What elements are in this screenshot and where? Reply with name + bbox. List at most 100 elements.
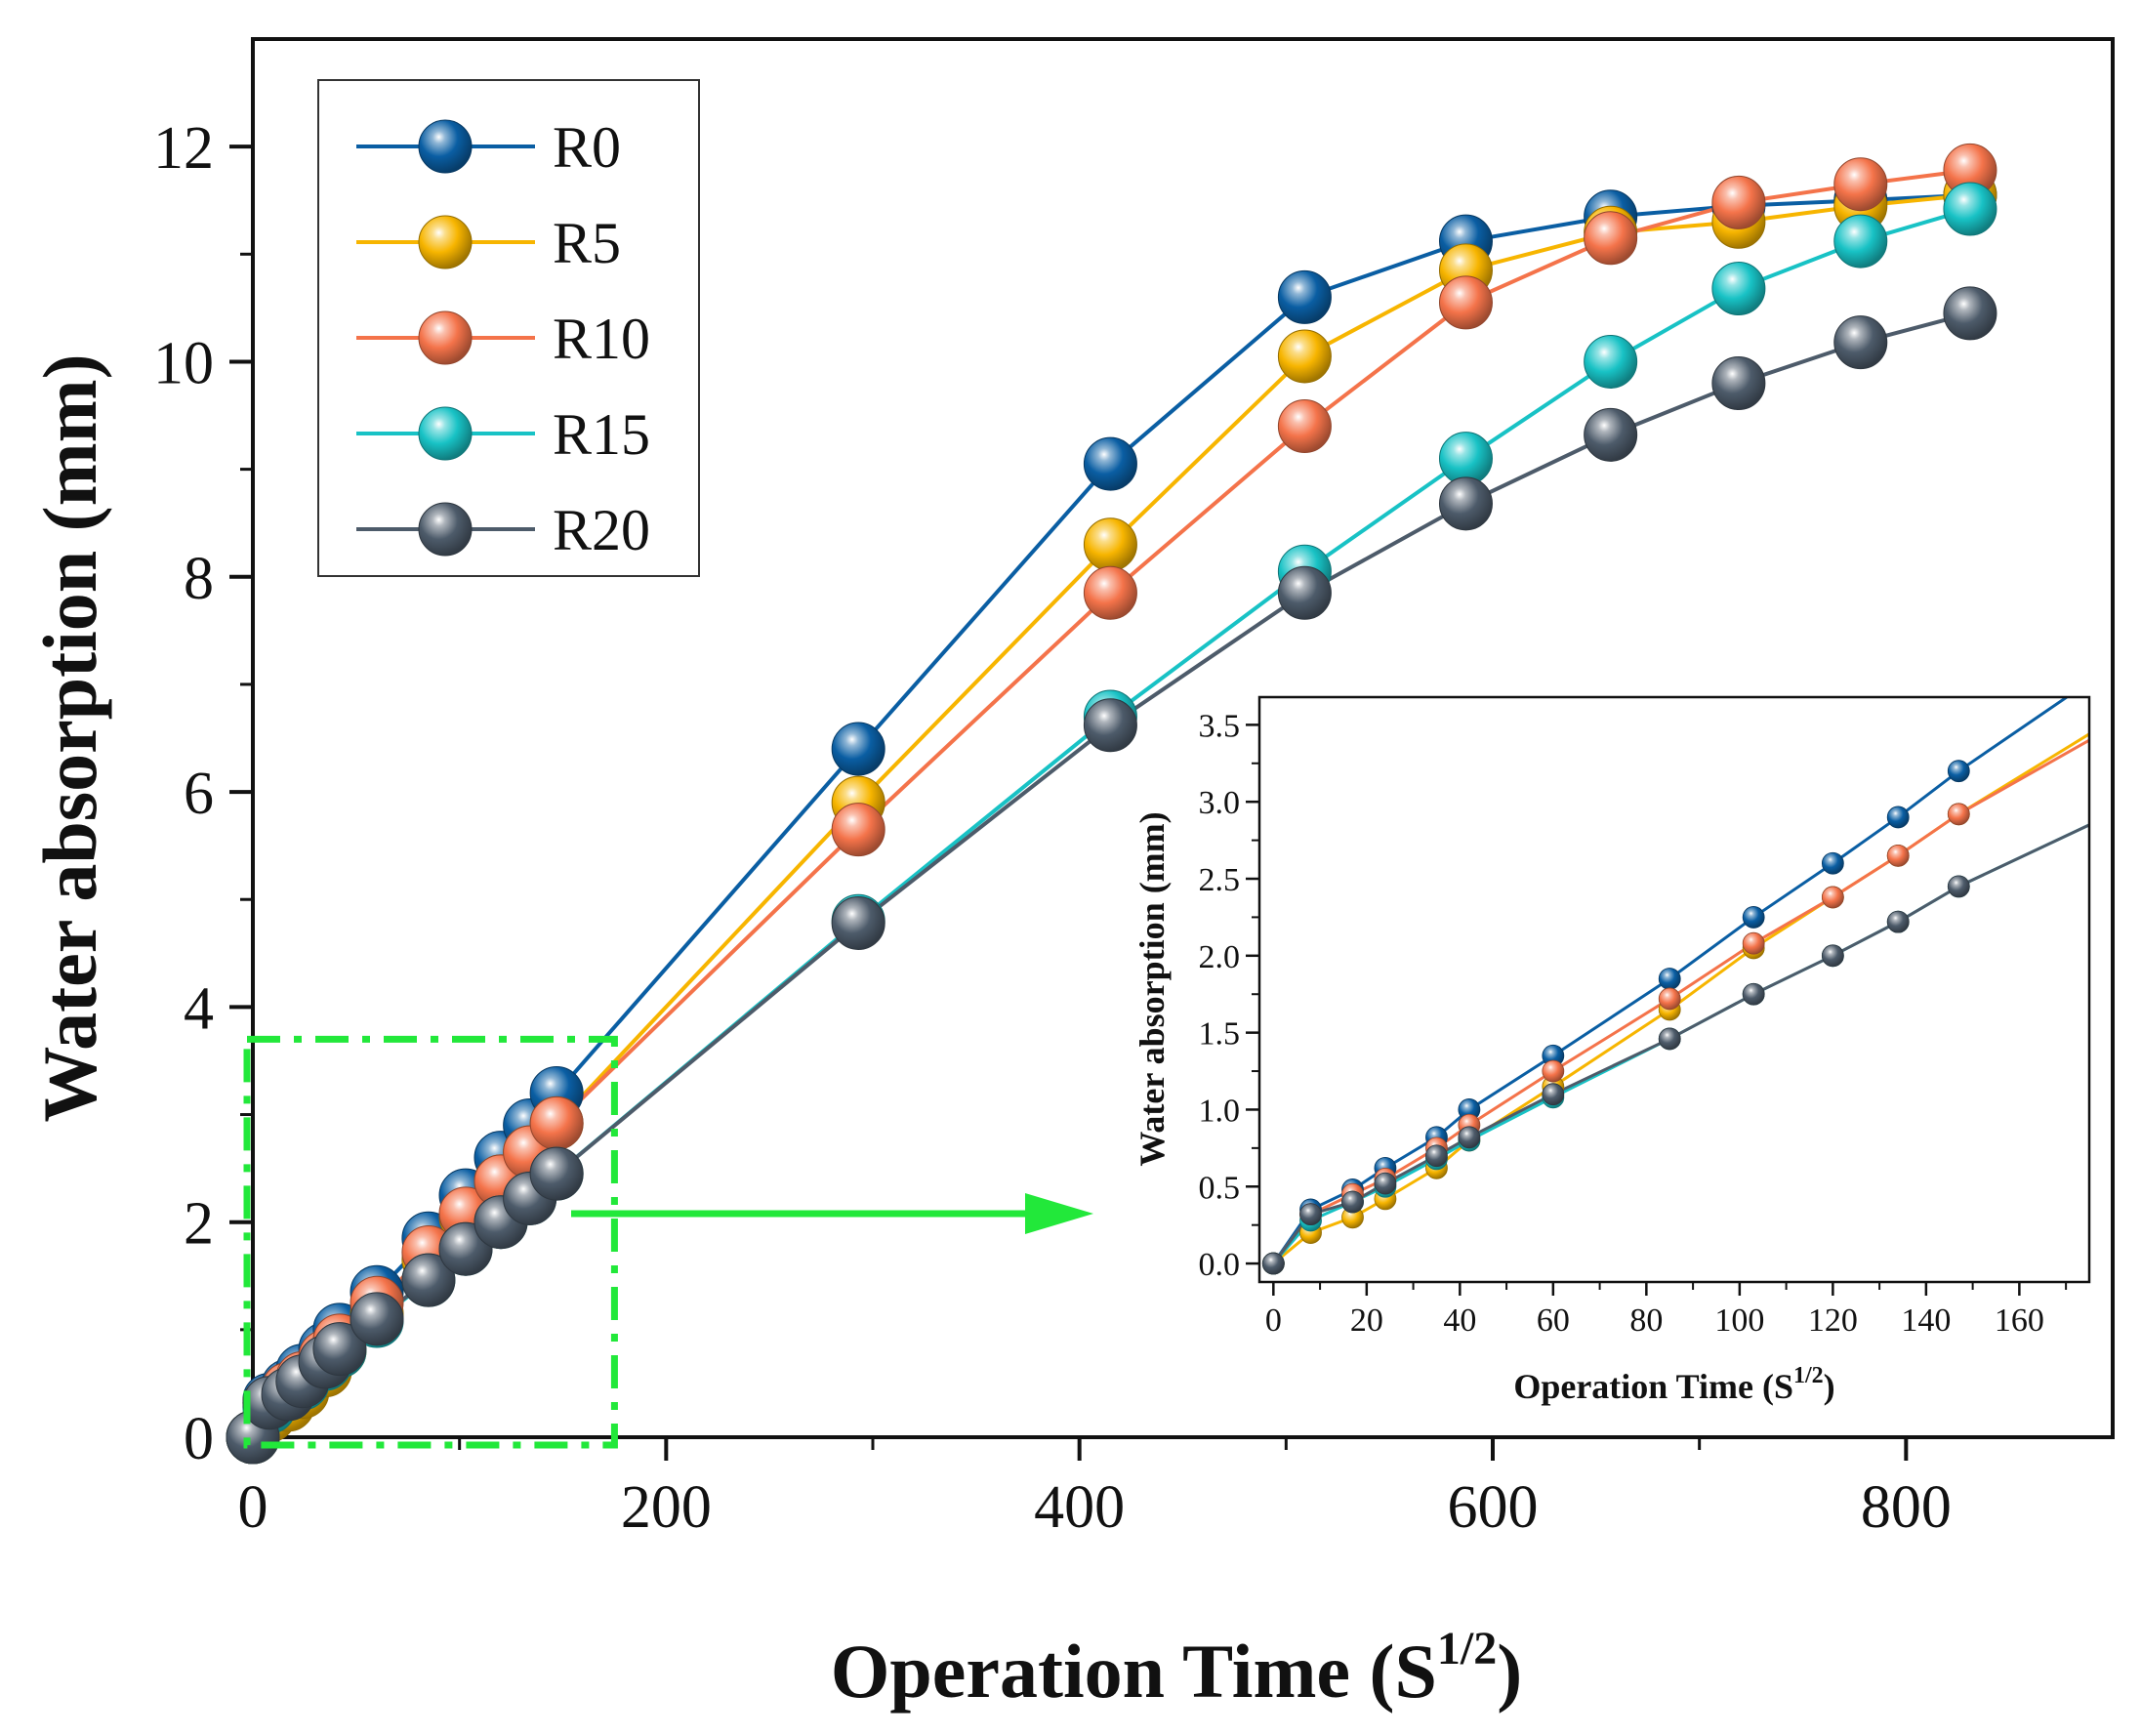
inset-data-point-r20 xyxy=(1742,982,1765,1006)
inset-series-points xyxy=(1261,760,1970,1275)
inset-x-tick-label: 160 xyxy=(1995,1302,2044,1339)
inset-y-axis-title: Water absorption (mm) xyxy=(1132,811,1172,1166)
inset-axis-ticks xyxy=(1246,723,2068,1296)
data-point-r5 xyxy=(1083,517,1137,572)
inset-y-tick-label: 3.0 xyxy=(1199,785,1241,821)
y-tick-label: 8 xyxy=(184,546,214,612)
inset-x-axis-title-sup: 1/2 xyxy=(1793,1363,1824,1388)
data-point-r15 xyxy=(1943,182,1997,236)
x-tick-label: 800 xyxy=(1861,1474,1952,1541)
y-tick-label: 0 xyxy=(184,1406,214,1472)
data-point-r20 xyxy=(312,1322,367,1377)
main-series-points xyxy=(226,143,1997,1465)
main-x-axis-title: Operation Time (S1/2) xyxy=(831,1623,1522,1714)
zoom-highlight xyxy=(243,1035,1093,1449)
inset-y-tick-label: 1.0 xyxy=(1199,1093,1241,1129)
legend: R0 R5 R10 R15 R20 xyxy=(356,115,650,562)
inset-y-tick-label: 3.5 xyxy=(1199,708,1241,744)
x-tick-label: 600 xyxy=(1448,1474,1539,1541)
data-point-r15 xyxy=(1711,262,1766,316)
legend-label-r10: R10 xyxy=(553,307,650,371)
inset-data-point-r0 xyxy=(1947,760,1970,783)
y-tick-label: 2 xyxy=(184,1191,214,1258)
x-tick-label: 200 xyxy=(621,1474,712,1541)
legend-box xyxy=(317,79,700,577)
inset-data-point-r0 xyxy=(1821,851,1844,875)
inset-data-point-r0 xyxy=(1886,806,1910,829)
highlight-box xyxy=(243,1035,618,1449)
data-point-r5 xyxy=(1277,329,1332,384)
inset-y-tick-label: 2.0 xyxy=(1199,939,1241,975)
zoom-arrow-head xyxy=(1025,1193,1093,1234)
main-x-axis-title-text: Operation Time (S xyxy=(831,1629,1437,1714)
inset-data-point-r20 xyxy=(1886,910,1910,933)
inset-x-tick-label: 20 xyxy=(1350,1302,1383,1339)
data-point-r20 xyxy=(1584,407,1638,462)
data-point-r0 xyxy=(831,722,885,776)
inset-data-point-r0 xyxy=(1658,968,1681,990)
legend-marker-r10 xyxy=(418,310,473,365)
legend-label-r20: R20 xyxy=(553,498,650,562)
inset-y-tick-label: 0.5 xyxy=(1199,1170,1241,1206)
legend-label-r0: R0 xyxy=(553,115,621,180)
data-point-r20 xyxy=(350,1292,404,1346)
y-tick-label: 12 xyxy=(153,115,214,182)
inset-data-point-r20 xyxy=(1299,1203,1322,1226)
inset-x-axis-title: Operation Time (S1/2) xyxy=(1513,1363,1834,1406)
data-point-r10 xyxy=(831,803,885,857)
x-tick-label: 0 xyxy=(238,1474,268,1541)
legend-marker-r20 xyxy=(418,502,473,557)
inset-x-tick-label: 40 xyxy=(1443,1302,1476,1339)
main-x-axis-title-sup: 1/2 xyxy=(1437,1623,1497,1674)
data-point-r20 xyxy=(1438,476,1493,531)
inset-data-point-r20 xyxy=(1374,1172,1397,1195)
inset-data-point-r20 xyxy=(1947,875,1970,898)
inset-x-tick-label: 60 xyxy=(1537,1302,1570,1339)
data-point-r10 xyxy=(529,1095,584,1150)
inset-x-tick-label: 140 xyxy=(1901,1302,1951,1339)
data-point-r20 xyxy=(401,1253,456,1307)
inset-x-tick-label: 0 xyxy=(1265,1302,1282,1339)
data-point-r20 xyxy=(1277,565,1332,620)
main-y-axis-title: Water absorption (mm) xyxy=(27,353,112,1122)
data-point-r20 xyxy=(1833,315,1888,370)
inset-data-point-r20 xyxy=(1821,944,1844,968)
inset-data-point-r10 xyxy=(1742,931,1765,955)
data-point-r10 xyxy=(1438,275,1493,330)
x-tick-label: 400 xyxy=(1034,1474,1125,1541)
inset-data-point-r10 xyxy=(1658,987,1681,1011)
data-point-r0 xyxy=(1083,436,1137,491)
data-point-r20 xyxy=(1083,698,1137,753)
data-point-r10 xyxy=(1584,211,1638,266)
legend-marker-r15 xyxy=(418,406,473,461)
data-point-r20 xyxy=(1711,355,1766,410)
main-x-axis-title-close: ) xyxy=(1497,1629,1522,1714)
y-tick-label: 4 xyxy=(184,975,214,1042)
inset-data-point-r20 xyxy=(1425,1144,1448,1168)
inset-data-point-r20 xyxy=(1261,1252,1285,1275)
inset-x-tick-label: 80 xyxy=(1629,1302,1663,1339)
inset-x-axis-title-close: ) xyxy=(1824,1367,1835,1406)
y-tick-label: 6 xyxy=(184,761,214,827)
inset-y-tick-label: 2.5 xyxy=(1199,862,1241,898)
legend-label-r5: R5 xyxy=(553,211,621,275)
data-point-r15 xyxy=(1833,214,1888,269)
inset-plot-frame xyxy=(1257,695,2091,1284)
inset-x-tick-label: 120 xyxy=(1808,1302,1858,1339)
inset-x-axis-title-text: Operation Time (S xyxy=(1513,1367,1793,1406)
inset-data-point-r20 xyxy=(1658,1027,1681,1051)
inset-data-point-r10 xyxy=(1947,803,1970,826)
legend-label-r15: R15 xyxy=(553,402,650,467)
main-plot-frame xyxy=(251,37,2115,1439)
data-point-r20 xyxy=(1943,286,1997,341)
data-point-r20 xyxy=(831,895,885,950)
data-point-r10 xyxy=(1711,175,1766,229)
inset-data-point-r20 xyxy=(1542,1083,1565,1106)
inset-tick-labels: 0 20 40 60 80 100 120 140 160 0.0 0.5 1.0 1.5 2.0 2.5 3… xyxy=(1199,708,2044,1339)
inset-data-point-r20 xyxy=(1458,1126,1481,1149)
inset-y-tick-label: 1.5 xyxy=(1199,1016,1241,1053)
data-point-r20 xyxy=(529,1146,584,1201)
inset-data-point-r0 xyxy=(1742,906,1765,929)
